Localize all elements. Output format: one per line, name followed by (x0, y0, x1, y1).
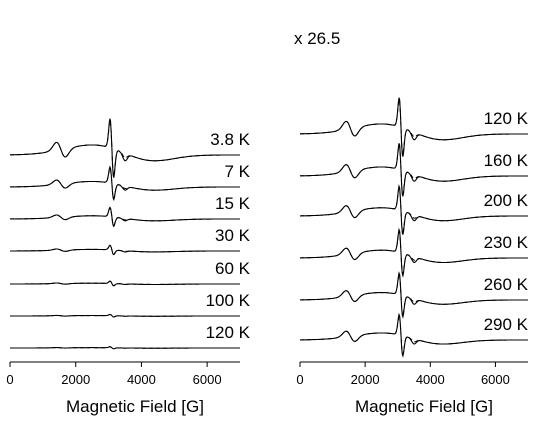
trace-temperature-label: 7 K (224, 162, 250, 181)
trace-temperature-label: 120 K (206, 323, 251, 342)
x-tick-label: 2000 (351, 372, 380, 387)
spectrum-trace-dashed (10, 280, 240, 287)
spectrum-trace-dashed (9, 207, 240, 227)
spectrum-trace-dashed (10, 346, 240, 350)
trace-temperature-label: 120 K (484, 109, 529, 128)
x-tick-label: 6000 (481, 372, 510, 387)
left-panel: 0 2000 4000 6000 Magnetic Field [G] 3.8 K 7 K 1… (6, 118, 251, 416)
trace-temperature-label: 200 K (484, 191, 529, 210)
trace-temperature-label: 3.8 K (210, 130, 250, 149)
spectrum-trace-dashed (299, 229, 528, 276)
spectrum-trace-solid (9, 206, 240, 228)
spectrum-trace-dashed (299, 99, 528, 155)
x-axis-title: Magnetic Field [G] (355, 397, 493, 416)
spectrum-trace-solid (10, 280, 240, 287)
trace-temperature-label: 30 K (215, 226, 251, 245)
x-tick-label: 4000 (127, 372, 156, 387)
spectrum-trace-dashed (299, 143, 528, 195)
spectrum-trace-solid (9, 165, 240, 202)
x-tick-label: 6000 (193, 372, 222, 387)
trace-temperature-label: 60 K (215, 259, 251, 278)
trace-temperature-label: 15 K (215, 194, 251, 213)
x-tick-label: 0 (296, 372, 303, 387)
x-tick-label: 0 (6, 372, 13, 387)
spectrum-trace-dashed (10, 245, 240, 255)
scale-multiplier-label: x 26.5 (294, 29, 340, 48)
x-tick-label: 2000 (61, 372, 90, 387)
spectrum-trace-dashed (299, 314, 528, 356)
x-tick-label: 4000 (416, 372, 445, 387)
trace-temperature-label: 160 K (484, 151, 529, 170)
spectrum-trace-solid (9, 118, 240, 178)
right-panel: 0 2000 4000 6000 Magnetic Field [G] x 26.5 120… (294, 29, 529, 416)
trace-temperature-label: 260 K (484, 275, 529, 294)
spectrum-trace-dashed (10, 313, 240, 318)
spectrum-trace-dashed (9, 166, 240, 200)
spectrum-trace-dashed (299, 273, 528, 317)
trace-temperature-label: 100 K (206, 291, 251, 310)
x-axis-title: Magnetic Field [G] (66, 397, 204, 416)
trace-temperature-label: 290 K (484, 315, 529, 334)
spectrum-trace-solid (10, 244, 240, 256)
trace-temperature-label: 230 K (484, 233, 529, 252)
spectrum-trace-dashed (9, 120, 240, 176)
spectrum-trace-dashed (299, 186, 528, 235)
